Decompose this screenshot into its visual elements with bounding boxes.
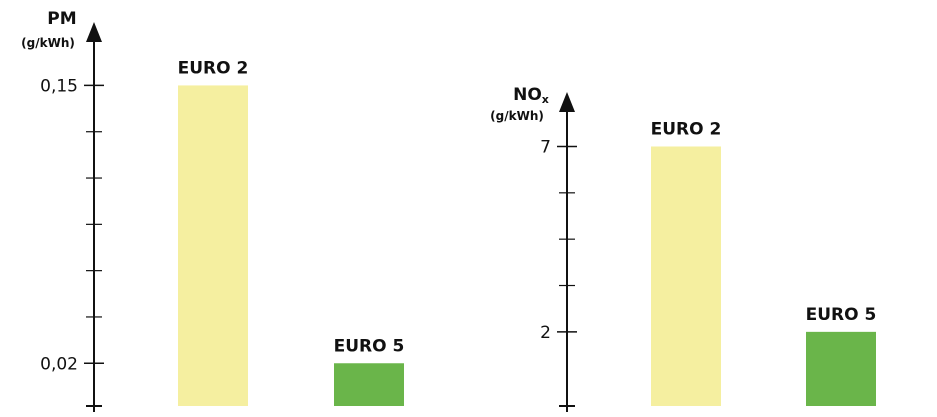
pm-axis-unit: (g/kWh)	[21, 36, 75, 50]
nox-axis-unit: (g/kWh)	[490, 109, 544, 123]
nox-bar-euro2	[651, 146, 721, 407]
nox-bar-label: EURO 2	[651, 119, 722, 139]
pm-bar-euro2	[178, 85, 248, 406]
pm-tick-label: 0,02	[40, 354, 78, 374]
nox-tick-label: 2	[540, 323, 551, 343]
nox-chart: 7 2 NOx (g/kWh) EURO 2 EURO 5	[490, 85, 876, 412]
pm-chart: 0,15 0,02 PM (g/kWh) EURO 2 EURO 5	[21, 9, 404, 412]
pm-axis-title: PM	[47, 9, 76, 29]
nox-axis-arrow	[559, 92, 575, 112]
nox-bar-label: EURO 5	[806, 305, 877, 325]
nox-bar-euro5	[806, 331, 876, 406]
pm-axis-arrow	[86, 22, 102, 42]
pm-tick-label: 0,15	[40, 76, 78, 96]
nox-axis-title: NOx	[513, 85, 549, 106]
pm-bar-label: EURO 2	[178, 58, 249, 78]
pm-bar-label: EURO 5	[334, 336, 405, 356]
nox-tick-label: 7	[540, 137, 551, 157]
pm-bar-euro5	[334, 363, 404, 406]
